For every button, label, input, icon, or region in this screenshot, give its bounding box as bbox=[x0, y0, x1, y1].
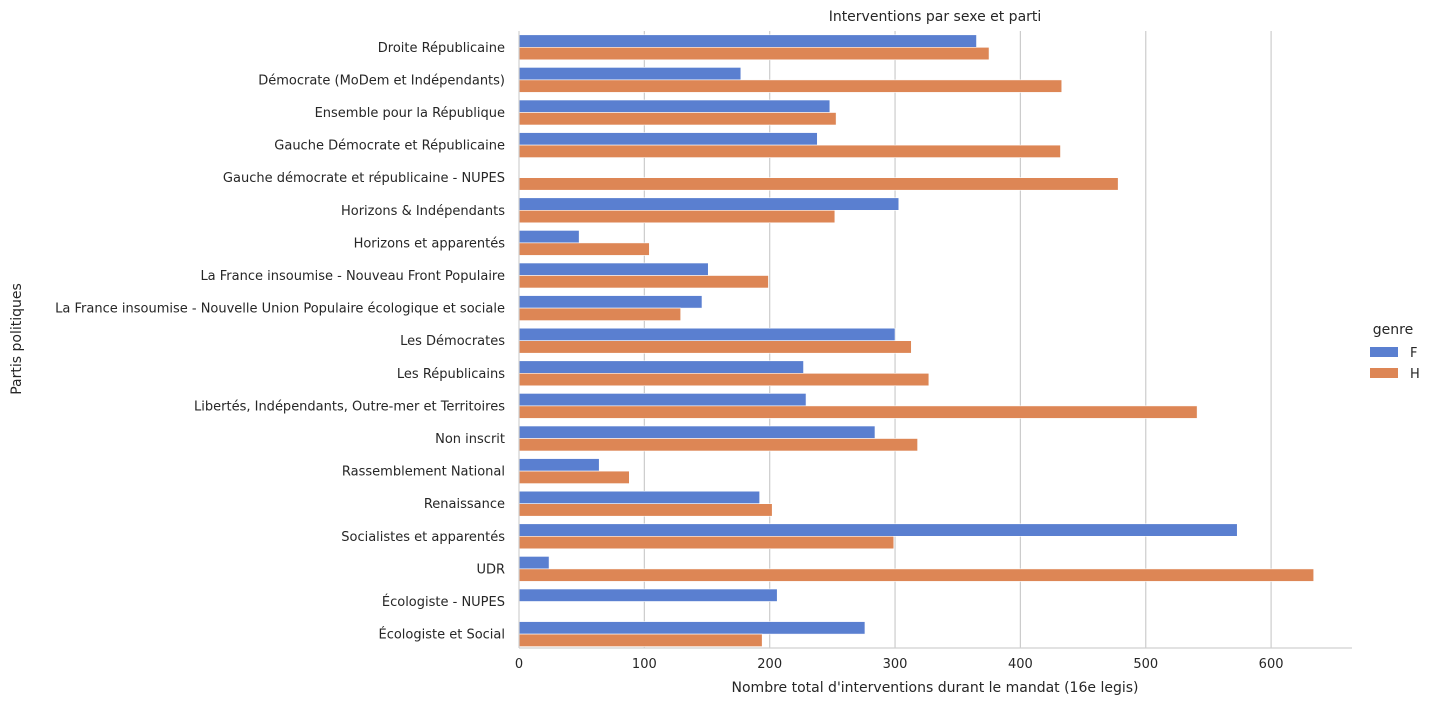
category-label: Gauche Démocrate et Républicaine bbox=[274, 139, 505, 154]
bar-f bbox=[518, 393, 807, 407]
x-tick-label: 300 bbox=[883, 657, 908, 672]
bar-f bbox=[518, 425, 876, 439]
category-label: La France insoumise - Nouveau Front Popu… bbox=[200, 269, 505, 284]
bar-f bbox=[518, 132, 818, 146]
bar-h bbox=[518, 210, 836, 224]
bar-f bbox=[518, 588, 778, 602]
category-labels: Droite Républicaine Démocrate (MoDem et I… bbox=[55, 41, 505, 643]
category-label: Libertés, Indépendants, Outre-mer et Ter… bbox=[194, 399, 505, 414]
x-tick-label: 600 bbox=[1259, 657, 1284, 672]
x-tick-label: 0 bbox=[515, 657, 523, 672]
bar-f bbox=[518, 556, 550, 570]
bar-f bbox=[518, 523, 1238, 537]
chart-title: Interventions par sexe et parti bbox=[829, 9, 1042, 25]
category-label: Les Républicains bbox=[397, 367, 505, 382]
category-label: Horizons & Indépendants bbox=[341, 204, 505, 219]
bar-h bbox=[518, 307, 682, 321]
category-label: Écologiste et Social bbox=[378, 627, 505, 643]
x-tick-label: 200 bbox=[757, 657, 782, 672]
bar-h bbox=[518, 633, 763, 647]
bar-h bbox=[518, 438, 918, 452]
category-label: Démocrate (MoDem et Indépendants) bbox=[258, 73, 505, 88]
legend-label-f: F bbox=[1410, 346, 1417, 361]
legend: genre F H bbox=[1370, 322, 1420, 382]
bar-h bbox=[518, 79, 1063, 93]
bar-h bbox=[518, 503, 773, 517]
category-label: La France insoumise - Nouvelle Union Pop… bbox=[55, 302, 505, 317]
category-label: Rassemblement National bbox=[342, 465, 505, 480]
legend-swatch-f bbox=[1370, 347, 1398, 357]
category-label: Horizons et apparentés bbox=[354, 236, 506, 251]
category-label: Les Démocrates bbox=[400, 334, 505, 349]
bar-h bbox=[518, 535, 895, 550]
bar-h bbox=[518, 470, 630, 484]
category-label: Non inscrit bbox=[435, 432, 505, 447]
bar-f bbox=[518, 490, 760, 505]
bar-f bbox=[518, 34, 977, 48]
category-label: Ensemble pour la République bbox=[315, 106, 505, 121]
x-tick-label: 400 bbox=[1008, 657, 1033, 672]
bar-h bbox=[518, 372, 930, 387]
category-label: Renaissance bbox=[424, 497, 505, 512]
bar-h bbox=[518, 242, 650, 256]
x-tick-labels: 0 100 200 300 400 500 600 bbox=[515, 657, 1284, 672]
bar-h bbox=[518, 275, 769, 289]
x-tick-label: 100 bbox=[632, 657, 657, 672]
bar-f bbox=[518, 99, 831, 113]
bar-f bbox=[518, 230, 580, 244]
legend-swatch-h bbox=[1370, 368, 1398, 378]
x-tick-label: 500 bbox=[1133, 657, 1158, 672]
x-axis-label: Nombre total d'interventions durant le m… bbox=[732, 680, 1139, 696]
bar-f bbox=[518, 327, 896, 342]
bar-f bbox=[518, 621, 866, 635]
y-axis-label: Partis politiques bbox=[9, 283, 25, 395]
category-label: Socialistes et apparentés bbox=[341, 530, 505, 545]
category-label: Droite Républicaine bbox=[378, 41, 505, 56]
bar-f bbox=[518, 458, 600, 472]
category-label: Gauche démocrate et républicaine - NUPES bbox=[223, 171, 505, 186]
bar-h bbox=[518, 340, 912, 354]
bar-h bbox=[518, 405, 1198, 419]
category-label: UDR bbox=[476, 562, 505, 577]
bar-h bbox=[518, 144, 1061, 158]
bar-f bbox=[518, 262, 709, 276]
bar-h bbox=[518, 568, 1315, 582]
bar-f bbox=[518, 67, 742, 81]
bar-f bbox=[518, 360, 804, 374]
legend-title: genre bbox=[1373, 322, 1413, 338]
bar-f bbox=[518, 295, 703, 309]
bar-h bbox=[518, 177, 1119, 191]
bar-h bbox=[518, 112, 837, 126]
legend-label-h: H bbox=[1410, 367, 1420, 382]
bar-f bbox=[518, 197, 900, 211]
bar-h bbox=[518, 46, 990, 61]
bars bbox=[518, 34, 1315, 647]
category-label: Écologiste - NUPES bbox=[382, 594, 505, 610]
